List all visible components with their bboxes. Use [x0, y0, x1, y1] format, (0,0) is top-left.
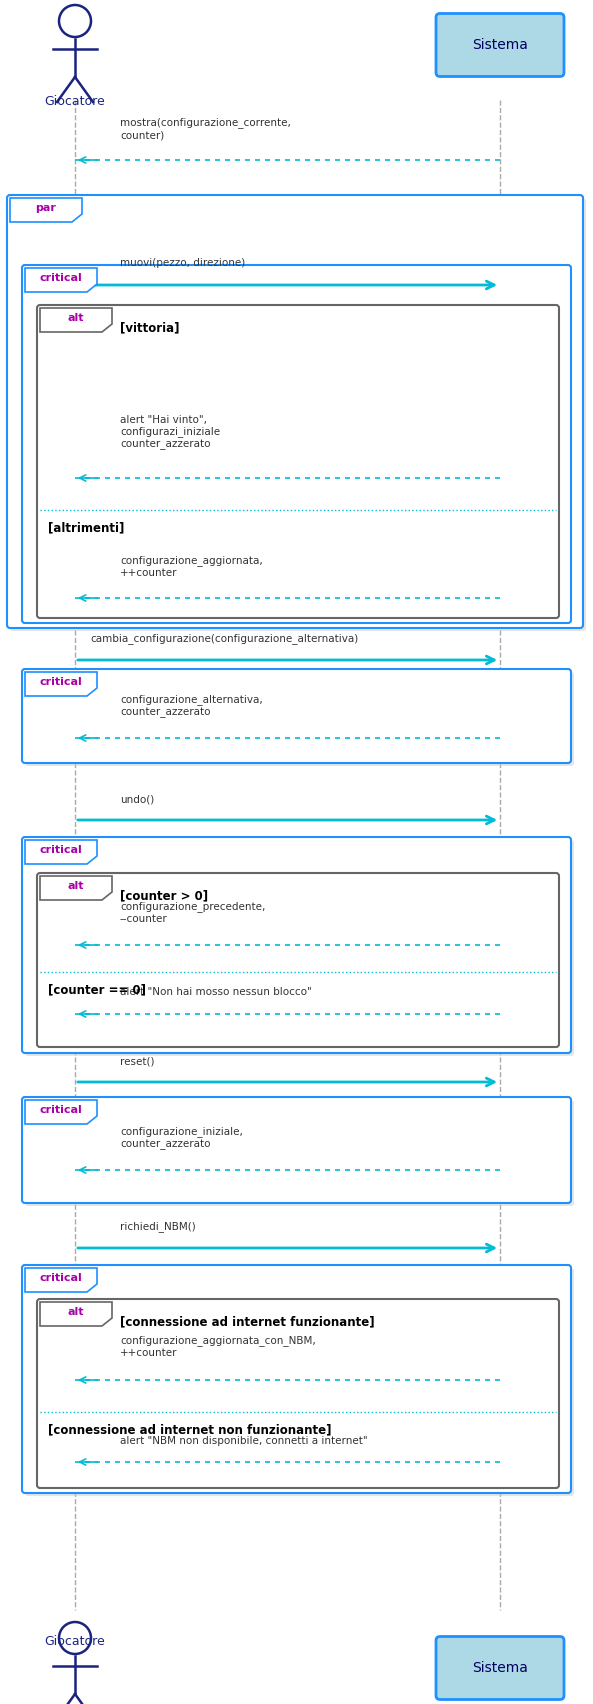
FancyBboxPatch shape	[22, 1097, 571, 1203]
FancyBboxPatch shape	[37, 872, 559, 1046]
Text: mostra(configurazione_corrente,
counter): mostra(configurazione_corrente, counter)	[120, 118, 291, 140]
Polygon shape	[40, 308, 112, 332]
Text: par: par	[36, 203, 56, 213]
Text: configurazione_alternativa,
counter_azzerato: configurazione_alternativa, counter_azze…	[120, 695, 263, 717]
Text: configurazione_precedente,
--counter: configurazione_precedente, --counter	[120, 901, 266, 924]
Text: alert "Non hai mosso nessun blocco": alert "Non hai mosso nessun blocco"	[120, 987, 312, 997]
Text: alt: alt	[68, 1307, 84, 1317]
FancyBboxPatch shape	[7, 194, 583, 629]
Polygon shape	[10, 198, 82, 222]
FancyBboxPatch shape	[22, 1264, 571, 1493]
Text: critical: critical	[40, 1273, 82, 1283]
FancyBboxPatch shape	[37, 1298, 559, 1488]
Text: cambia_configurazione(configurazione_alternativa): cambia_configurazione(configurazione_alt…	[90, 634, 358, 644]
Polygon shape	[25, 1101, 97, 1125]
Text: alt: alt	[68, 314, 84, 324]
Text: [vittoria]: [vittoria]	[120, 322, 180, 334]
FancyBboxPatch shape	[22, 266, 571, 624]
Text: muovi(pezzo, direzione): muovi(pezzo, direzione)	[120, 257, 246, 268]
Polygon shape	[40, 1302, 112, 1326]
Text: Sistema: Sistema	[472, 37, 528, 53]
FancyBboxPatch shape	[25, 671, 574, 767]
Text: critical: critical	[40, 676, 82, 687]
FancyBboxPatch shape	[22, 670, 571, 763]
Text: [connessione ad internet non funzionante]: [connessione ad internet non funzionante…	[48, 1423, 331, 1436]
Text: [altrimenti]: [altrimenti]	[48, 521, 125, 535]
FancyBboxPatch shape	[25, 1101, 574, 1206]
Text: richiedi_NBM(): richiedi_NBM()	[120, 1222, 196, 1232]
FancyBboxPatch shape	[25, 268, 574, 625]
Polygon shape	[25, 840, 97, 864]
FancyBboxPatch shape	[10, 198, 586, 630]
Text: Giocatore: Giocatore	[44, 1636, 106, 1648]
FancyBboxPatch shape	[22, 837, 571, 1053]
Text: alert "NBM non disponibile, connetti a internet": alert "NBM non disponibile, connetti a i…	[120, 1436, 368, 1447]
FancyBboxPatch shape	[25, 840, 574, 1056]
Polygon shape	[25, 671, 97, 695]
Text: critical: critical	[40, 1104, 82, 1114]
FancyBboxPatch shape	[37, 305, 559, 619]
Text: configurazione_aggiornata,
++counter: configurazione_aggiornata, ++counter	[120, 556, 263, 578]
Text: configurazione_iniziale,
counter_azzerato: configurazione_iniziale, counter_azzerat…	[120, 1126, 243, 1150]
Polygon shape	[25, 268, 97, 291]
Text: Giocatore: Giocatore	[44, 95, 106, 107]
Text: critical: critical	[40, 273, 82, 283]
Polygon shape	[25, 1268, 97, 1292]
Text: [counter == 0]: [counter == 0]	[48, 983, 146, 997]
FancyBboxPatch shape	[436, 14, 564, 77]
Text: undo(): undo()	[120, 794, 154, 804]
Text: alt: alt	[68, 881, 84, 891]
Text: reset(): reset()	[120, 1056, 155, 1067]
Text: Sistema: Sistema	[472, 1661, 528, 1675]
Text: configurazione_aggiornata_con_NBM,
++counter: configurazione_aggiornata_con_NBM, ++cou…	[120, 1336, 315, 1358]
Text: [connessione ad internet funzionante]: [connessione ad internet funzionante]	[120, 1315, 375, 1329]
FancyBboxPatch shape	[25, 1268, 574, 1496]
Text: critical: critical	[40, 845, 82, 855]
Text: alert "Hai vinto",
configurazi_iniziale
counter_azzerato: alert "Hai vinto", configurazi_iniziale …	[120, 416, 220, 450]
FancyBboxPatch shape	[436, 1636, 564, 1699]
Polygon shape	[40, 876, 112, 900]
Text: [counter > 0]: [counter > 0]	[120, 889, 208, 903]
